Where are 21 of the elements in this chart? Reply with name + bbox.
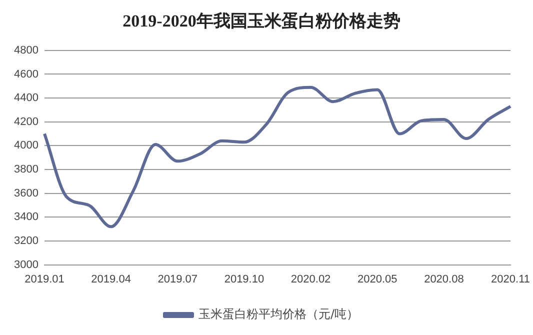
y-tick-label: 3600 [14, 187, 38, 200]
y-tick-label: 4600 [14, 68, 38, 80]
x-tick-label: 2020.02 [290, 273, 331, 286]
y-tick-label: 3400 [14, 211, 38, 224]
y-tick-label: 4800 [14, 44, 38, 56]
y-tick-label: 3800 [14, 164, 38, 176]
x-tick-label: 2019.07 [158, 273, 198, 286]
x-tick-label: 2020.11 [491, 273, 530, 286]
x-tick-label: 2020.05 [357, 273, 398, 286]
x-tick-label: 2019.04 [91, 273, 131, 286]
y-tick-label: 3200 [14, 235, 38, 248]
chart-title: 2019-2020年我国玉米蛋白粉价格走势 [122, 12, 400, 31]
line-series [42, 86, 512, 228]
y-tick-label: 4000 [14, 140, 38, 152]
y-tick-label: 4400 [14, 92, 38, 104]
legend-label: 玉米蛋白粉平均价格（元/吨） [198, 307, 359, 322]
x-tick-label: 2020.08 [424, 273, 464, 286]
x-tick-label: 2019.01 [24, 273, 64, 286]
y-tick-label: 4200 [14, 116, 38, 128]
x-tick-label: 2019.10 [224, 273, 264, 286]
y-tick-label: 3000 [14, 258, 38, 271]
